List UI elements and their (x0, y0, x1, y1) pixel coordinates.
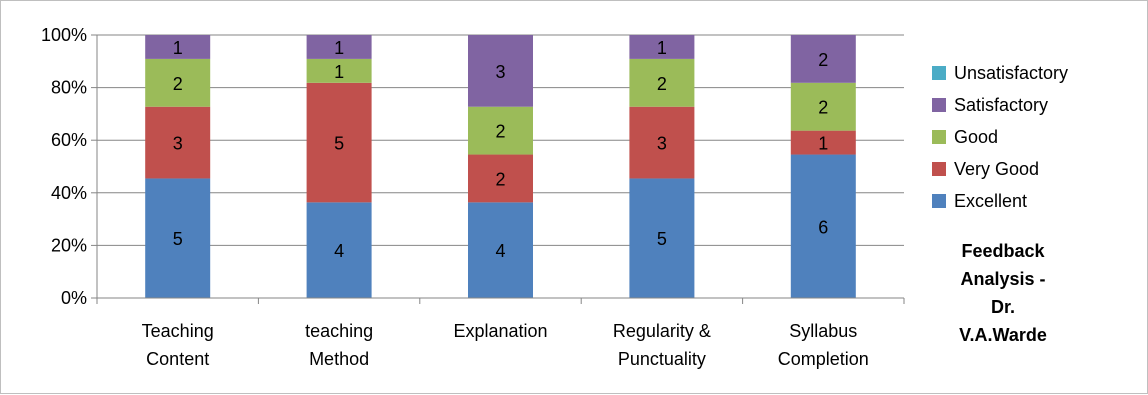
bar-data-label: 2 (173, 74, 183, 94)
bar-data-label: 3 (495, 62, 505, 82)
chart-title-line: Dr. (991, 297, 1015, 317)
bar-segment (145, 58, 211, 107)
axes: 0% 20% 40% 60% 80% 100% Teaching Content teachin… (41, 25, 905, 369)
x-category-label: Explanation (453, 321, 547, 341)
bar-segment (790, 154, 856, 298)
x-category-label: Regularity & (613, 321, 711, 341)
bar-data-label: 5 (657, 229, 667, 249)
x-category-label: Punctuality (618, 349, 706, 369)
bar-data-label: 5 (334, 134, 344, 154)
bar-segment (629, 35, 695, 59)
bar-data-label: 1 (334, 38, 344, 58)
bar-segment (629, 178, 695, 298)
bar-data-label: 3 (657, 134, 667, 154)
legend-label: Excellent (954, 191, 1027, 211)
bar-data-label: 4 (495, 241, 505, 261)
legend-swatch (932, 98, 946, 112)
y-tick-label: 20% (51, 235, 87, 255)
bar-segment (629, 58, 695, 107)
chart-title: Feedback Analysis - Dr. V.A.Warde (959, 241, 1047, 345)
bar-data-label: 1 (657, 38, 667, 58)
bar-data-label: 2 (818, 50, 828, 70)
bar-data-label: 2 (495, 122, 505, 142)
bar-segment (468, 106, 533, 155)
legend-label: Unsatisfactory (954, 63, 1068, 83)
bar-segment (468, 202, 533, 298)
bar-segment (145, 178, 211, 298)
legend-label: Satisfactory (954, 95, 1048, 115)
bar-segment (790, 82, 856, 131)
chart-title-line: V.A.Warde (959, 325, 1047, 345)
chart-title-line: Analysis - (960, 269, 1045, 289)
bar-segment (306, 202, 372, 298)
bar-segment (145, 35, 211, 59)
bar-data-label: 5 (173, 229, 183, 249)
legend-swatch (932, 162, 946, 176)
bar-segment (790, 130, 856, 155)
y-tick-label: 40% (51, 183, 87, 203)
bar-segment (629, 106, 695, 179)
x-category-label: teaching (305, 321, 373, 341)
bar-data-label: 3 (173, 134, 183, 154)
legend-swatch (932, 130, 946, 144)
bar-segment (306, 35, 372, 59)
x-category-label: Method (309, 349, 369, 369)
y-tick-label: 0% (61, 288, 87, 308)
bar-segment (790, 35, 856, 83)
bars: 5 3 2 1 4 5 1 1 4 2 2 3 5 3 2 1 6 1 2 2 (145, 35, 856, 298)
y-tick-label: 80% (51, 78, 87, 98)
bar-data-label: 2 (495, 169, 505, 189)
y-tick-label: 60% (51, 130, 87, 150)
x-category-label: Completion (778, 349, 869, 369)
x-category-label: Syllabus (789, 321, 857, 341)
bar-data-label: 4 (334, 241, 344, 261)
bar-data-label: 2 (818, 98, 828, 118)
bar-segment (468, 35, 533, 107)
bar-segment (468, 154, 533, 203)
bar-data-label: 2 (657, 74, 667, 94)
x-category-label: Content (146, 349, 209, 369)
bar-data-label: 6 (818, 217, 828, 237)
y-tick-label: 100% (41, 25, 87, 45)
legend-swatch (932, 194, 946, 208)
legend-label: Very Good (954, 159, 1039, 179)
bar-data-label: 1 (173, 38, 183, 58)
bar-segment (306, 58, 372, 83)
x-category-label: Teaching (142, 321, 214, 341)
legend: Unsatisfactory Satisfactory Good Very Good E… (932, 63, 1068, 211)
bar-data-label: 1 (818, 134, 828, 154)
bar-data-label: 1 (334, 62, 344, 82)
legend-label: Good (954, 127, 998, 147)
bar-segment (145, 106, 211, 179)
legend-swatch (932, 66, 946, 80)
bar-segment (306, 82, 372, 203)
chart-title-line: Feedback (961, 241, 1045, 261)
